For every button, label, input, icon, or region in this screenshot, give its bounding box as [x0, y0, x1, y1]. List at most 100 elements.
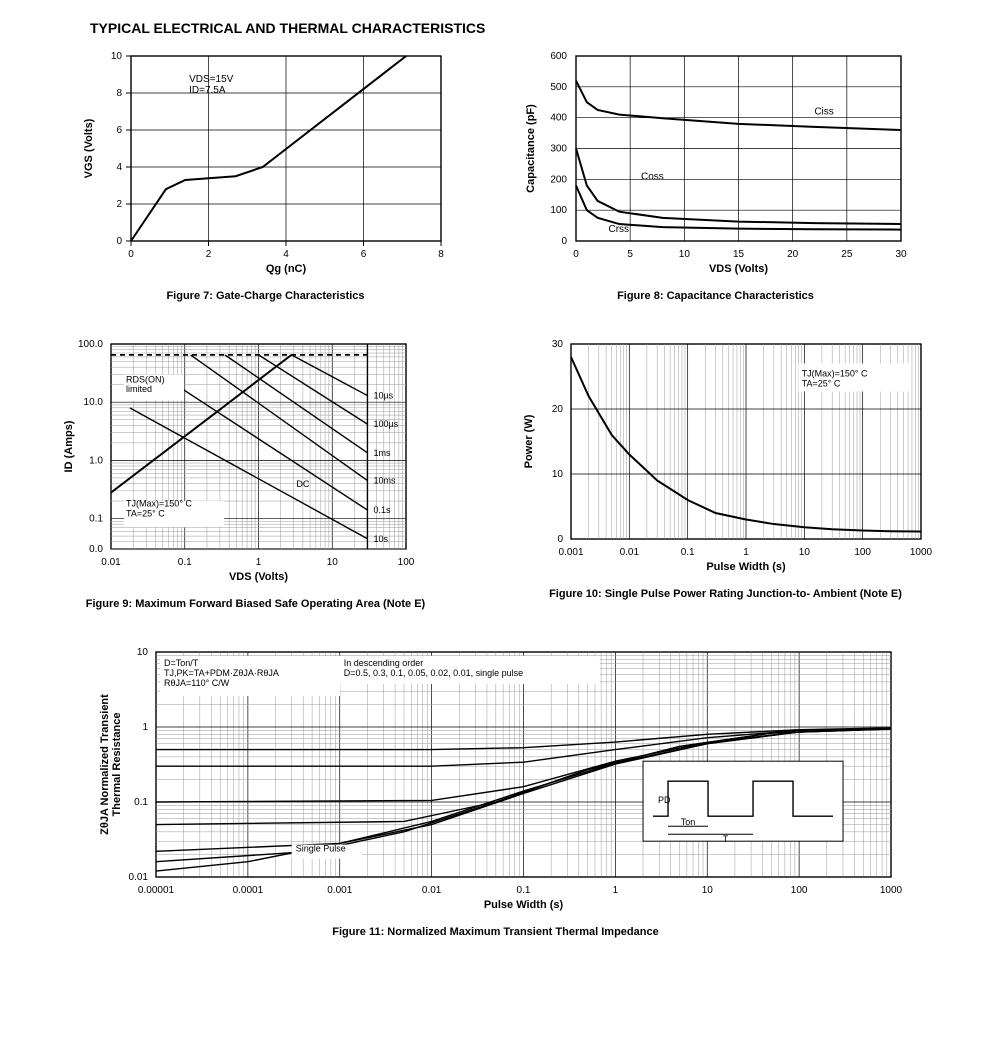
svg-text:20: 20: [551, 404, 563, 415]
svg-text:0.0: 0.0: [89, 544, 103, 555]
svg-text:8: 8: [116, 88, 122, 99]
svg-text:0: 0: [573, 249, 579, 260]
svg-text:1: 1: [142, 722, 148, 733]
svg-text:ID (Amps): ID (Amps): [63, 420, 75, 472]
svg-text:0.1s: 0.1s: [373, 505, 391, 515]
svg-text:10s: 10s: [373, 534, 388, 544]
svg-text:0: 0: [116, 236, 122, 247]
svg-text:ZθJA Normalized TransientTherm: ZθJA Normalized TransientThermal Resista…: [99, 693, 123, 834]
svg-text:100µs: 100µs: [373, 419, 398, 429]
fig11-chart: 0.00001 0.0001 0.001 0.01 0.1 1 10 100 1000 0.01 0…: [86, 642, 906, 922]
row-2: 0.010.11101000.00.11.010.0100.010µs100µs…: [40, 334, 951, 612]
page-title: TYPICAL ELECTRICAL AND THERMAL CHARACTER…: [90, 20, 951, 36]
svg-text:100: 100: [550, 205, 567, 216]
fig10-chart: 01020300.0010.010.11101001000TJ(Max)=150…: [516, 334, 936, 584]
svg-text:10: 10: [551, 469, 563, 480]
svg-text:300: 300: [550, 144, 567, 155]
svg-text:10: 10: [798, 547, 810, 558]
svg-text:25: 25: [841, 249, 853, 260]
svg-text:5: 5: [627, 249, 633, 260]
svg-text:200: 200: [550, 174, 567, 185]
fig7-block: 0 2 4 6 8 0 2 4 6 8 10 Qg (nC) VGS (Volts) VDS=15VID=…: [76, 46, 456, 304]
svg-text:VDS=15VID=7.5A: VDS=15VID=7.5A: [189, 74, 234, 96]
svg-text:10ms: 10ms: [373, 475, 396, 485]
svg-text:0.1: 0.1: [177, 557, 191, 568]
fig9-chart: 0.01 0.1 1 10 100 0.0 0.1 1.0 10.0 100.0 10µs 100µs…: [56, 334, 456, 594]
svg-text:100: 100: [790, 885, 807, 896]
svg-text:Crss: Crss: [608, 224, 629, 235]
fig8-block: 0510152025300100200300400500600CissCossC…: [516, 46, 916, 304]
svg-text:6: 6: [116, 125, 122, 136]
svg-text:100: 100: [854, 547, 871, 558]
svg-text:20: 20: [787, 249, 799, 260]
svg-text:1: 1: [743, 547, 749, 558]
svg-text:0: 0: [561, 236, 567, 247]
fig10-caption: Figure 10: Single Pulse Power Rating Jun…: [549, 588, 902, 602]
svg-text:1.0: 1.0: [89, 455, 103, 466]
fig10-block: 01020300.0010.010.11101001000TJ(Max)=150…: [516, 334, 936, 612]
svg-text:Pulse Width (s): Pulse Width (s): [706, 561, 786, 573]
svg-text:500: 500: [550, 82, 567, 93]
svg-text:400: 400: [550, 113, 567, 124]
svg-text:2: 2: [205, 249, 211, 260]
fig11-block: 0.00001 0.0001 0.001 0.01 0.1 1 10 100 1000 0.01 0…: [86, 642, 906, 940]
svg-text:1000: 1000: [909, 547, 932, 558]
svg-text:Qg (nC): Qg (nC): [265, 263, 306, 275]
svg-text:0.00001: 0.00001: [137, 885, 174, 896]
fig8-chart: 0510152025300100200300400500600CissCossC…: [516, 46, 916, 286]
svg-text:0.1: 0.1: [89, 513, 103, 524]
svg-text:600: 600: [550, 51, 567, 62]
svg-text:0.1: 0.1: [134, 797, 148, 808]
svg-text:Ton: Ton: [680, 817, 695, 827]
fig9-block: 0.01 0.1 1 10 100 0.0 0.1 1.0 10.0 100.0 10µs 100µs…: [56, 334, 456, 612]
svg-text:VGS (Volts): VGS (Volts): [83, 118, 95, 178]
svg-text:Single Pulse: Single Pulse: [295, 843, 345, 853]
svg-text:Pulse Width (s): Pulse Width (s): [483, 899, 563, 911]
svg-text:10: 10: [136, 647, 148, 658]
svg-text:0.001: 0.001: [327, 885, 352, 896]
svg-text:0.0001: 0.0001: [232, 885, 263, 896]
svg-text:0.1: 0.1: [680, 547, 694, 558]
svg-text:10.0: 10.0: [83, 397, 103, 408]
svg-text:Ciss: Ciss: [814, 107, 833, 118]
svg-text:10µs: 10µs: [373, 390, 393, 400]
fig7-chart: 0 2 4 6 8 0 2 4 6 8 10 Qg (nC) VGS (Volts) VDS=15VID=…: [76, 46, 456, 286]
fig11-caption: Figure 11: Normalized Maximum Transient …: [332, 926, 658, 940]
svg-text:0.01: 0.01: [101, 557, 121, 568]
svg-text:4: 4: [116, 162, 122, 173]
svg-text:10: 10: [110, 51, 122, 62]
svg-text:0.01: 0.01: [619, 547, 639, 558]
svg-text:DC: DC: [296, 479, 309, 489]
row-1: 0 2 4 6 8 0 2 4 6 8 10 Qg (nC) VGS (Volts) VDS=15VID=…: [40, 46, 951, 304]
svg-text:100.0: 100.0: [77, 339, 102, 350]
svg-text:Capacitance (pF): Capacitance (pF): [525, 104, 537, 193]
fig8-caption: Figure 8: Capacitance Characteristics: [617, 290, 814, 304]
svg-text:30: 30: [551, 339, 563, 350]
svg-text:Power (W): Power (W): [523, 414, 535, 468]
svg-text:15: 15: [732, 249, 744, 260]
svg-text:Coss: Coss: [641, 171, 664, 182]
fig7-caption: Figure 7: Gate-Charge Characteristics: [166, 290, 364, 304]
svg-text:VDS (Volts): VDS (Volts): [228, 571, 287, 583]
svg-text:100: 100: [397, 557, 414, 568]
svg-text:10: 10: [701, 885, 713, 896]
svg-text:0.1: 0.1: [516, 885, 530, 896]
svg-text:0: 0: [557, 534, 563, 545]
row-3: 0.00001 0.0001 0.001 0.01 0.1 1 10 100 1000 0.01 0…: [40, 642, 951, 940]
svg-text:2: 2: [116, 199, 122, 210]
fig9-caption: Figure 9: Maximum Forward Biased Safe Op…: [86, 598, 425, 612]
svg-text:8: 8: [438, 249, 444, 260]
svg-text:4: 4: [283, 249, 289, 260]
svg-text:0.01: 0.01: [128, 872, 148, 883]
svg-text:T: T: [722, 834, 728, 844]
svg-text:1: 1: [612, 885, 618, 896]
svg-text:1000: 1000: [879, 885, 902, 896]
svg-text:VDS (Volts): VDS (Volts): [708, 263, 767, 275]
svg-text:1: 1: [255, 557, 261, 568]
svg-text:10: 10: [326, 557, 338, 568]
svg-text:0: 0: [128, 249, 134, 260]
svg-text:6: 6: [360, 249, 366, 260]
svg-text:1ms: 1ms: [373, 448, 391, 458]
svg-text:0.01: 0.01: [421, 885, 441, 896]
svg-text:10: 10: [678, 249, 690, 260]
